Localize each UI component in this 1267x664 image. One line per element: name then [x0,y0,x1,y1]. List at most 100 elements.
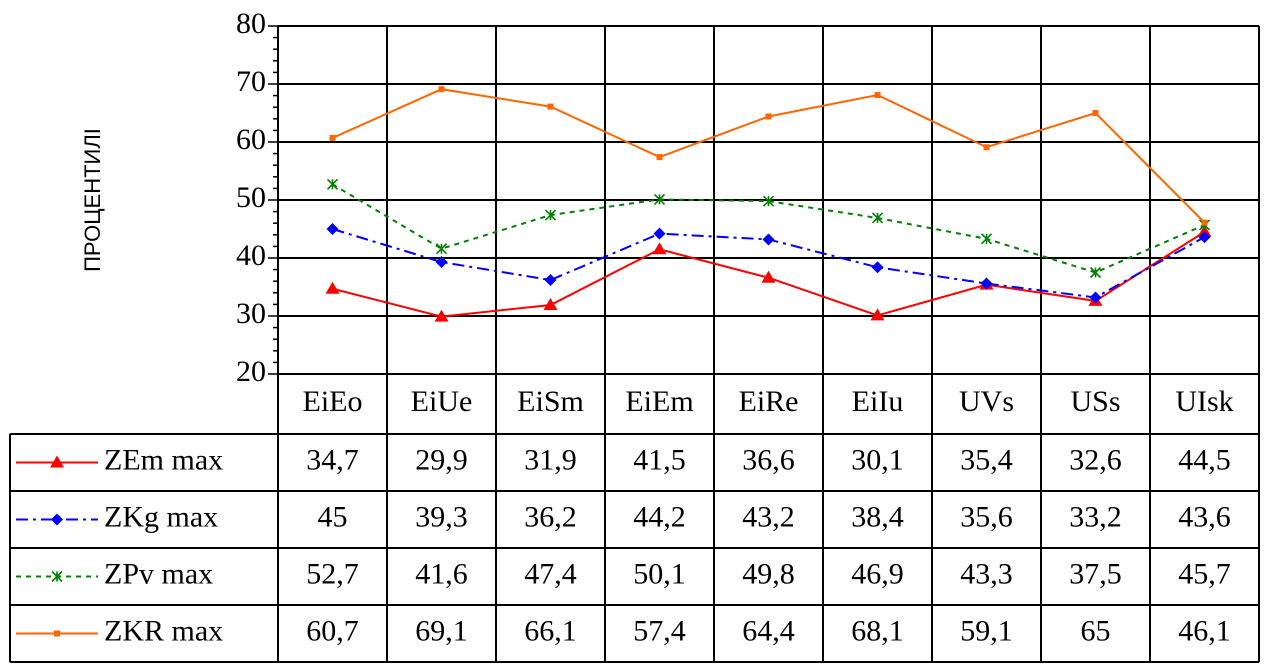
table-cell-value: 45,7 [1178,557,1231,590]
data-point [329,134,336,141]
y-tick-label: 50 [236,181,266,214]
data-point [543,297,558,310]
data-point [1197,224,1212,237]
legend-key-marker [51,570,63,583]
x-tick-label: EiEm [625,385,693,418]
y-tick-label: 20 [236,355,266,388]
x-tick-label: EiEo [303,385,363,418]
y-tick-label: 40 [236,239,266,272]
series-lines [325,86,1212,322]
data-point [656,154,663,161]
legend-series-name: ZEm max [104,443,223,476]
data-point [1201,219,1208,226]
legend-series-name: ZKg max [104,500,218,533]
data-point [325,281,340,294]
legend-series-name: ZPv max [104,557,213,590]
y-tick-label: 70 [236,65,266,98]
data-point [326,178,339,190]
x-tick-label: UVs [959,385,1014,418]
table-cell-value: 38,4 [851,500,904,533]
table-cell-value: 44,5 [1178,443,1231,476]
table-cell-value: 41,5 [633,443,686,476]
legend-key-marker [50,455,64,468]
y-axis: 20 30 40 50 60 70 80 EiEo EiUe EiSm EiEm EiRe EiIu UV… [236,7,1234,418]
table-cell-value: 31,9 [524,443,577,476]
x-tick-label: EiSm [517,385,584,418]
series-line-2 [331,183,1205,274]
data-point [980,233,993,245]
data-point [980,277,993,290]
data-point [653,193,666,205]
table-cell-value: 35,6 [960,500,1013,533]
table-cell-value: 46,1 [1178,614,1231,647]
y-axis-label: ПРОЦЕНТИЛІ [80,128,105,272]
data-point [762,195,775,207]
legend-key-marker [54,630,60,637]
data-point [435,256,448,269]
table-cell-value: 37,5 [1069,557,1122,590]
table-cell-value: 29,9 [415,443,468,476]
table-cell-value: 35,4 [960,443,1013,476]
table-cell-value: 60,7 [306,614,359,647]
data-point [762,233,775,246]
data-point [544,209,557,221]
table-cell-value: 36,6 [742,443,795,476]
y-tick-label: 30 [236,297,266,330]
data-point [1089,266,1102,279]
table-cell-value: 36,2 [524,500,577,533]
table-cell-value: 39,3 [415,500,468,533]
data-point [1198,231,1211,244]
data-point [765,113,772,120]
table-cell-value: 34,7 [306,443,359,476]
data-point [652,242,667,255]
legend-key-marker [51,513,63,526]
table-cell-value: 59,1 [960,614,1013,647]
data-point [1092,110,1099,116]
table-cell-value: 45 [318,500,348,533]
x-tick-label: EiUe [411,385,473,418]
table-cell-value: 43,3 [960,557,1013,590]
data-point [870,308,885,321]
gridlines [277,25,1260,435]
data-point [761,270,776,283]
x-tick-label: USs [1070,385,1120,418]
data-point [653,227,666,240]
table-cell-value: 52,7 [306,557,359,590]
table-cell-value: 47,4 [524,557,577,590]
data-point [871,261,884,274]
table-cell-value: 49,8 [742,557,795,590]
table-cell-value: 43,2 [742,500,795,533]
table-cell-value: 43,6 [1178,500,1231,533]
table-cell-value: 68,1 [851,614,904,647]
data-point [871,212,884,224]
table-cell-value: 41,6 [415,557,468,590]
data-point [438,86,445,93]
y-tick-label: 60 [236,123,266,156]
table-cell-value: 57,4 [633,614,686,647]
data-point [547,103,554,110]
table-cell-value: 33,2 [1069,500,1122,533]
data-point [326,223,339,235]
table-cell-value: 69,1 [415,614,468,647]
table-cell-value: 50,1 [633,557,686,590]
data-point [983,144,990,151]
table-cell-value: 46,9 [851,557,904,590]
data-point [434,309,449,322]
x-tick-label: EiIu [852,385,904,418]
table-cell-value: 32,6 [1069,443,1122,476]
x-tick-label: UIsk [1175,385,1233,418]
data-point [1089,291,1102,304]
x-tick-label: EiRe [739,385,799,418]
legend-series-name: ZKR max [104,614,223,647]
table-cell-value: 44,2 [633,500,686,533]
data-point [874,92,881,99]
table-cell-value: 30,1 [851,443,904,476]
table-cell-value: 64,4 [742,614,795,647]
y-tick-label: 80 [236,7,266,40]
data-table: ZEm max 34,7 29,9 31,9 41,5 36,6 30,1 35,4 32,6 4… [9,433,1260,663]
table-cell-value: 66,1 [524,614,577,647]
data-point [435,243,448,255]
data-point [544,274,557,287]
table-cell-value: 65 [1081,614,1111,647]
